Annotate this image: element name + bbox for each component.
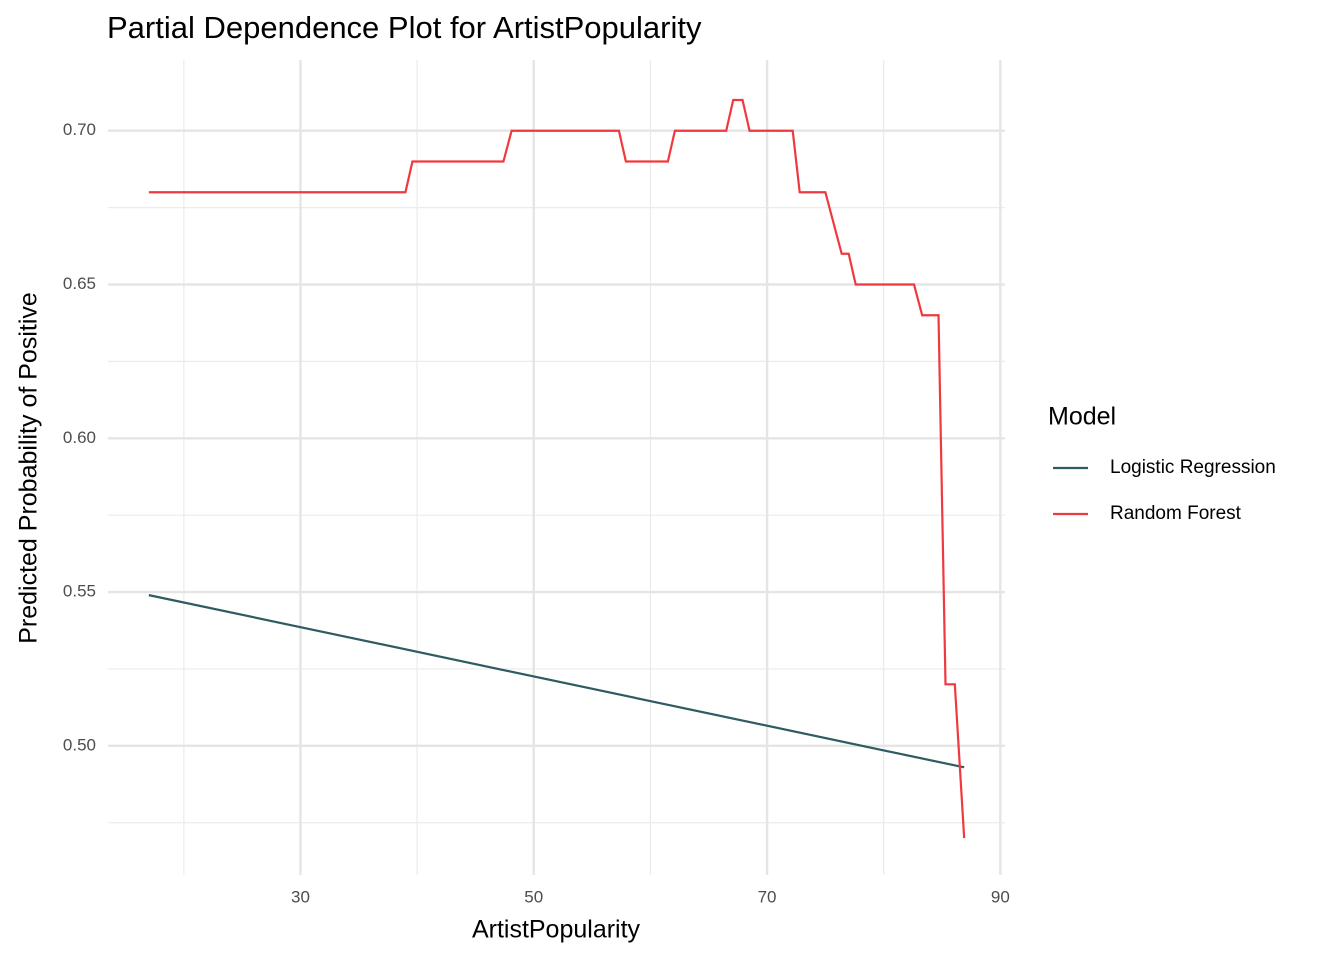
x-axis-title: ArtistPopularity	[472, 916, 641, 944]
x-tick-label: 70	[758, 887, 777, 906]
y-tick-label: 0.50	[63, 735, 96, 754]
x-tick-label: 50	[524, 887, 543, 906]
series-line	[148, 98, 966, 839]
series-line	[148, 594, 965, 769]
legend-label: Random Forest	[1110, 503, 1242, 524]
y-tick-label: 0.60	[63, 428, 96, 447]
x-tick-label: 30	[291, 887, 310, 906]
legend-label: Logistic Regression	[1110, 457, 1276, 478]
legend-title: Model	[1048, 403, 1116, 431]
x-tick-label: 90	[991, 887, 1010, 906]
y-axis-title: Predicted Probability of Positive	[15, 292, 43, 644]
y-tick-label: 0.70	[63, 120, 96, 139]
y-tick-label: 0.65	[63, 274, 96, 293]
chart-title: Partial Dependence Plot for ArtistPopula…	[107, 10, 702, 45]
y-tick-label: 0.55	[63, 582, 96, 601]
